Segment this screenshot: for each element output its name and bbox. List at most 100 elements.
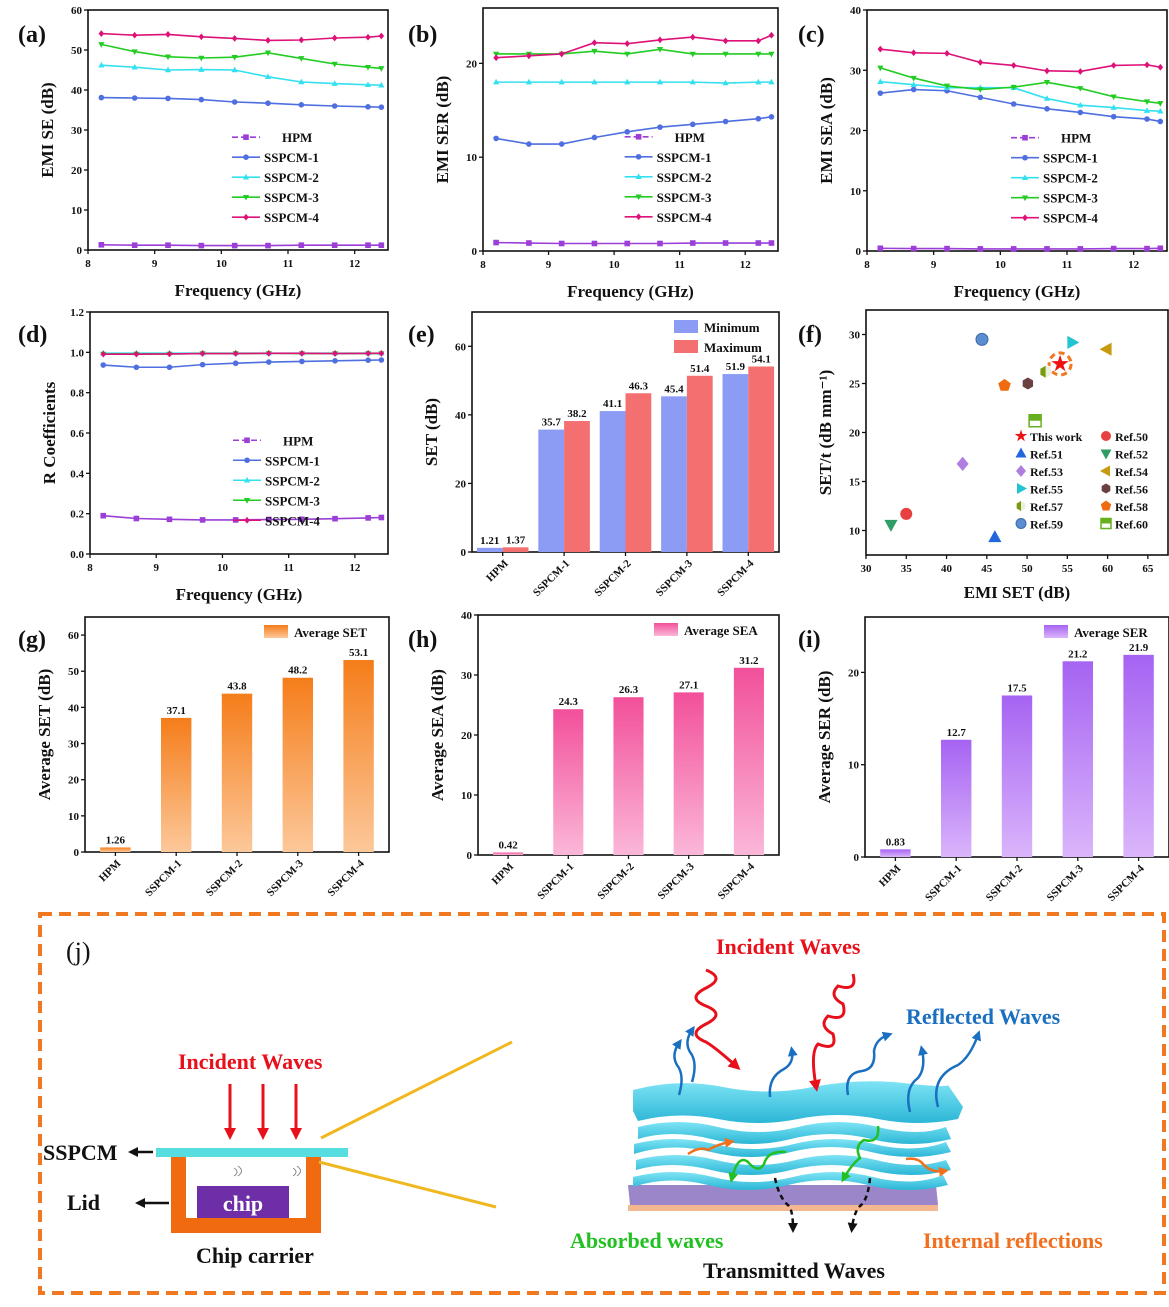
absorbed-wave-arrow — [728, 1150, 787, 1183]
bar — [476, 547, 503, 552]
y-tick-label: 0 — [461, 547, 467, 559]
data-point — [98, 30, 105, 37]
data-point — [1144, 116, 1150, 122]
legend-marker — [1022, 134, 1028, 141]
legend-label: HPM — [283, 433, 313, 448]
reflected-waves-label: Reflected Waves — [906, 1004, 1061, 1029]
legend-label: Average SET — [294, 625, 367, 640]
y-tick-label: 0.6 — [70, 428, 84, 440]
series-sspcm-3 — [493, 47, 775, 58]
data-point — [198, 33, 205, 41]
x-tick-label: SSPCM-3 — [1045, 862, 1087, 904]
data-point — [165, 95, 171, 102]
sspcm-label: SSPCM — [43, 1140, 118, 1165]
data-label: 35.7 — [542, 417, 562, 429]
x-tick-label: 12 — [740, 259, 752, 271]
data-point — [656, 47, 664, 53]
data-point — [131, 31, 138, 39]
y-tick-label: 10 — [68, 811, 80, 823]
data-point — [591, 48, 598, 55]
x-tick-label: 45 — [981, 563, 993, 575]
data-point — [98, 242, 105, 248]
y-tick-label: 0 — [854, 852, 860, 864]
data-point — [299, 358, 305, 365]
data-point — [558, 240, 565, 247]
data-point — [1044, 246, 1050, 252]
reflected-wave-arrow — [672, 1038, 683, 1096]
data-point — [198, 242, 205, 249]
data-point — [199, 350, 206, 357]
data-point — [943, 83, 951, 90]
data-point — [591, 134, 598, 141]
data-point — [265, 242, 271, 249]
bar — [221, 693, 253, 852]
y-tick-label: 20 — [455, 478, 467, 490]
chart-average-ser: 0 10 20 Average SER (dB) (i) HPM SSPCM-1 SSPCM-… — [798, 616, 1169, 904]
legend-label: HPM — [282, 130, 312, 145]
legend-marker — [243, 154, 249, 160]
bar — [880, 849, 911, 857]
x-tick-label: 9 — [931, 259, 937, 271]
y-tick-label: 0 — [77, 245, 83, 257]
x-tick-label: SSPCM-1 — [923, 863, 964, 904]
series-sspcm-4 — [493, 31, 775, 62]
series-line — [101, 96, 382, 108]
internal-reflections-label: Internal reflections — [923, 1228, 1103, 1253]
data-point — [558, 141, 565, 147]
series-line — [495, 116, 772, 145]
legend-label: Ref.59 — [1030, 518, 1063, 532]
series-hpm — [100, 512, 385, 523]
data-point — [131, 95, 138, 101]
legend-marker — [243, 213, 249, 221]
legend-label: Average SEA — [684, 623, 758, 638]
panel-label: (f) — [798, 322, 822, 348]
data-label: 38.2 — [567, 408, 587, 420]
legend-marker — [1015, 518, 1027, 529]
bar — [100, 847, 131, 852]
data-point — [877, 78, 884, 84]
layered-structure-diagram: Incident Waves Reflected Waves Absorbed … — [570, 934, 1103, 1283]
legend-label: SSPCM-1 — [657, 150, 712, 165]
x-tick-label: SSPCM-4 — [715, 557, 757, 599]
data-point — [977, 87, 984, 93]
data-point — [364, 81, 372, 88]
legend-label: SSPCM-1 — [1043, 151, 1098, 166]
x-tick-label: 8 — [864, 259, 870, 271]
legend-marker — [243, 134, 249, 140]
data-label: 0.83 — [886, 836, 906, 848]
data-label: 26.3 — [619, 684, 639, 696]
data-label: 51.9 — [726, 361, 746, 373]
series-sspcm-1 — [100, 357, 385, 371]
legend-marker — [1100, 500, 1112, 511]
data-point — [100, 512, 107, 519]
y-tick-label: 0.8 — [70, 388, 84, 400]
legend-marker — [635, 173, 642, 180]
y-tick-label: 20 — [849, 428, 861, 440]
data-label: 27.1 — [679, 679, 698, 691]
incident-wave-arrow — [694, 968, 741, 1071]
legend-label: SSPCM-4 — [264, 210, 319, 225]
plot-frame — [482, 7, 779, 252]
data-point — [910, 86, 917, 93]
data-label: 31.2 — [739, 655, 759, 667]
legend-marker — [1017, 483, 1027, 494]
legend-label: Ref.60 — [1115, 518, 1148, 532]
zoom-line — [320, 1040, 513, 1140]
data-point — [199, 517, 206, 523]
x-tick-label: 11 — [283, 258, 293, 270]
data-point — [165, 31, 171, 38]
bar — [686, 375, 713, 552]
series-sspcm-4 — [98, 30, 385, 44]
data-point — [877, 45, 884, 53]
y-axis-label: R Coefficients — [40, 381, 59, 484]
data-point — [1044, 106, 1050, 112]
legend-marker — [1015, 447, 1027, 458]
y-tick-label: 0 — [472, 246, 478, 258]
data-point — [232, 360, 239, 367]
data-point — [378, 514, 385, 521]
chart-set-comparison-scatter: 10 15 20 25 30 SET/t (dB mm⁻¹) (f) 30 35 40 45 50 55… — [798, 309, 1169, 602]
legend-label: Ref.52 — [1115, 448, 1148, 462]
series-sspcm-2 — [493, 78, 775, 86]
legend-marker — [1021, 174, 1029, 180]
y-tick-label: 40 — [71, 85, 83, 97]
